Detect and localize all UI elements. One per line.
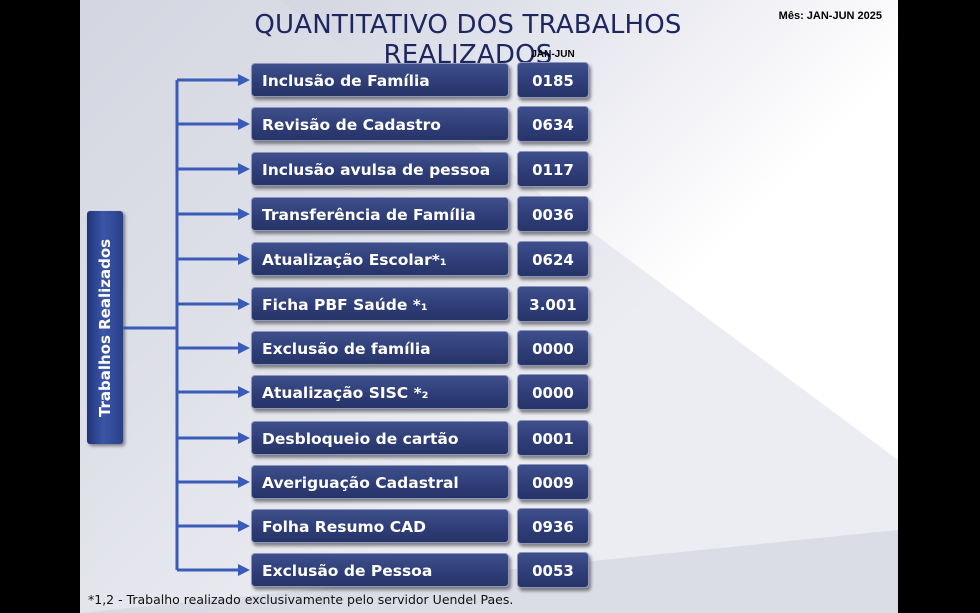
item-value-box: 0117 [517,151,589,187]
item-value-box: 0036 [517,196,589,232]
item-value-box: 0634 [517,106,589,142]
item-label-box: Atualização Escolar*₁ [251,242,509,276]
item-value-box: 0936 [517,508,589,544]
item-value-box: 0009 [517,464,589,500]
item-label-box: Atualização SISC *₂ [251,375,509,409]
item-label-box: Exclusão de família [251,331,509,365]
item-value-box: 0624 [517,241,589,277]
item-label-box: Folha Resumo CAD [251,509,509,543]
item-label-box: Ficha PBF Saúde *₁ [251,287,509,321]
slide: QUANTITATIVO DOS TRABALHOS REALIZADOS Mê… [80,0,898,613]
item-label-box: Averiguação Cadastral [251,465,509,499]
item-label-box: Transferência de Família [251,197,509,231]
item-label-box: Revisão de Cadastro [251,107,509,141]
page-title: QUANTITATIVO DOS TRABALHOS REALIZADOS [254,10,682,70]
item-label-box: Inclusão avulsa de pessoa [251,152,509,186]
item-label-box: Desbloqueio de cartão [251,421,509,455]
item-label-box: Inclusão de Família [251,63,509,97]
footnote: *1,2 - Trabalho realizado exclusivamente… [88,592,514,607]
item-value-box: 3.001 [517,286,589,322]
item-value-box: 0001 [517,420,589,456]
side-label-text: Trabalhos Realizados [96,238,114,417]
item-value-box: 0053 [517,552,589,588]
side-label-box: Trabalhos Realizados [87,211,123,444]
item-value-box: 0000 [517,330,589,366]
column-header: JAN-JUN [531,49,575,60]
item-label-box: Exclusão de Pessoa [251,553,509,587]
item-value-box: 0000 [517,374,589,410]
period-label: Mês: JAN-JUN 2025 [778,10,882,22]
item-value-box: 0185 [517,62,589,98]
